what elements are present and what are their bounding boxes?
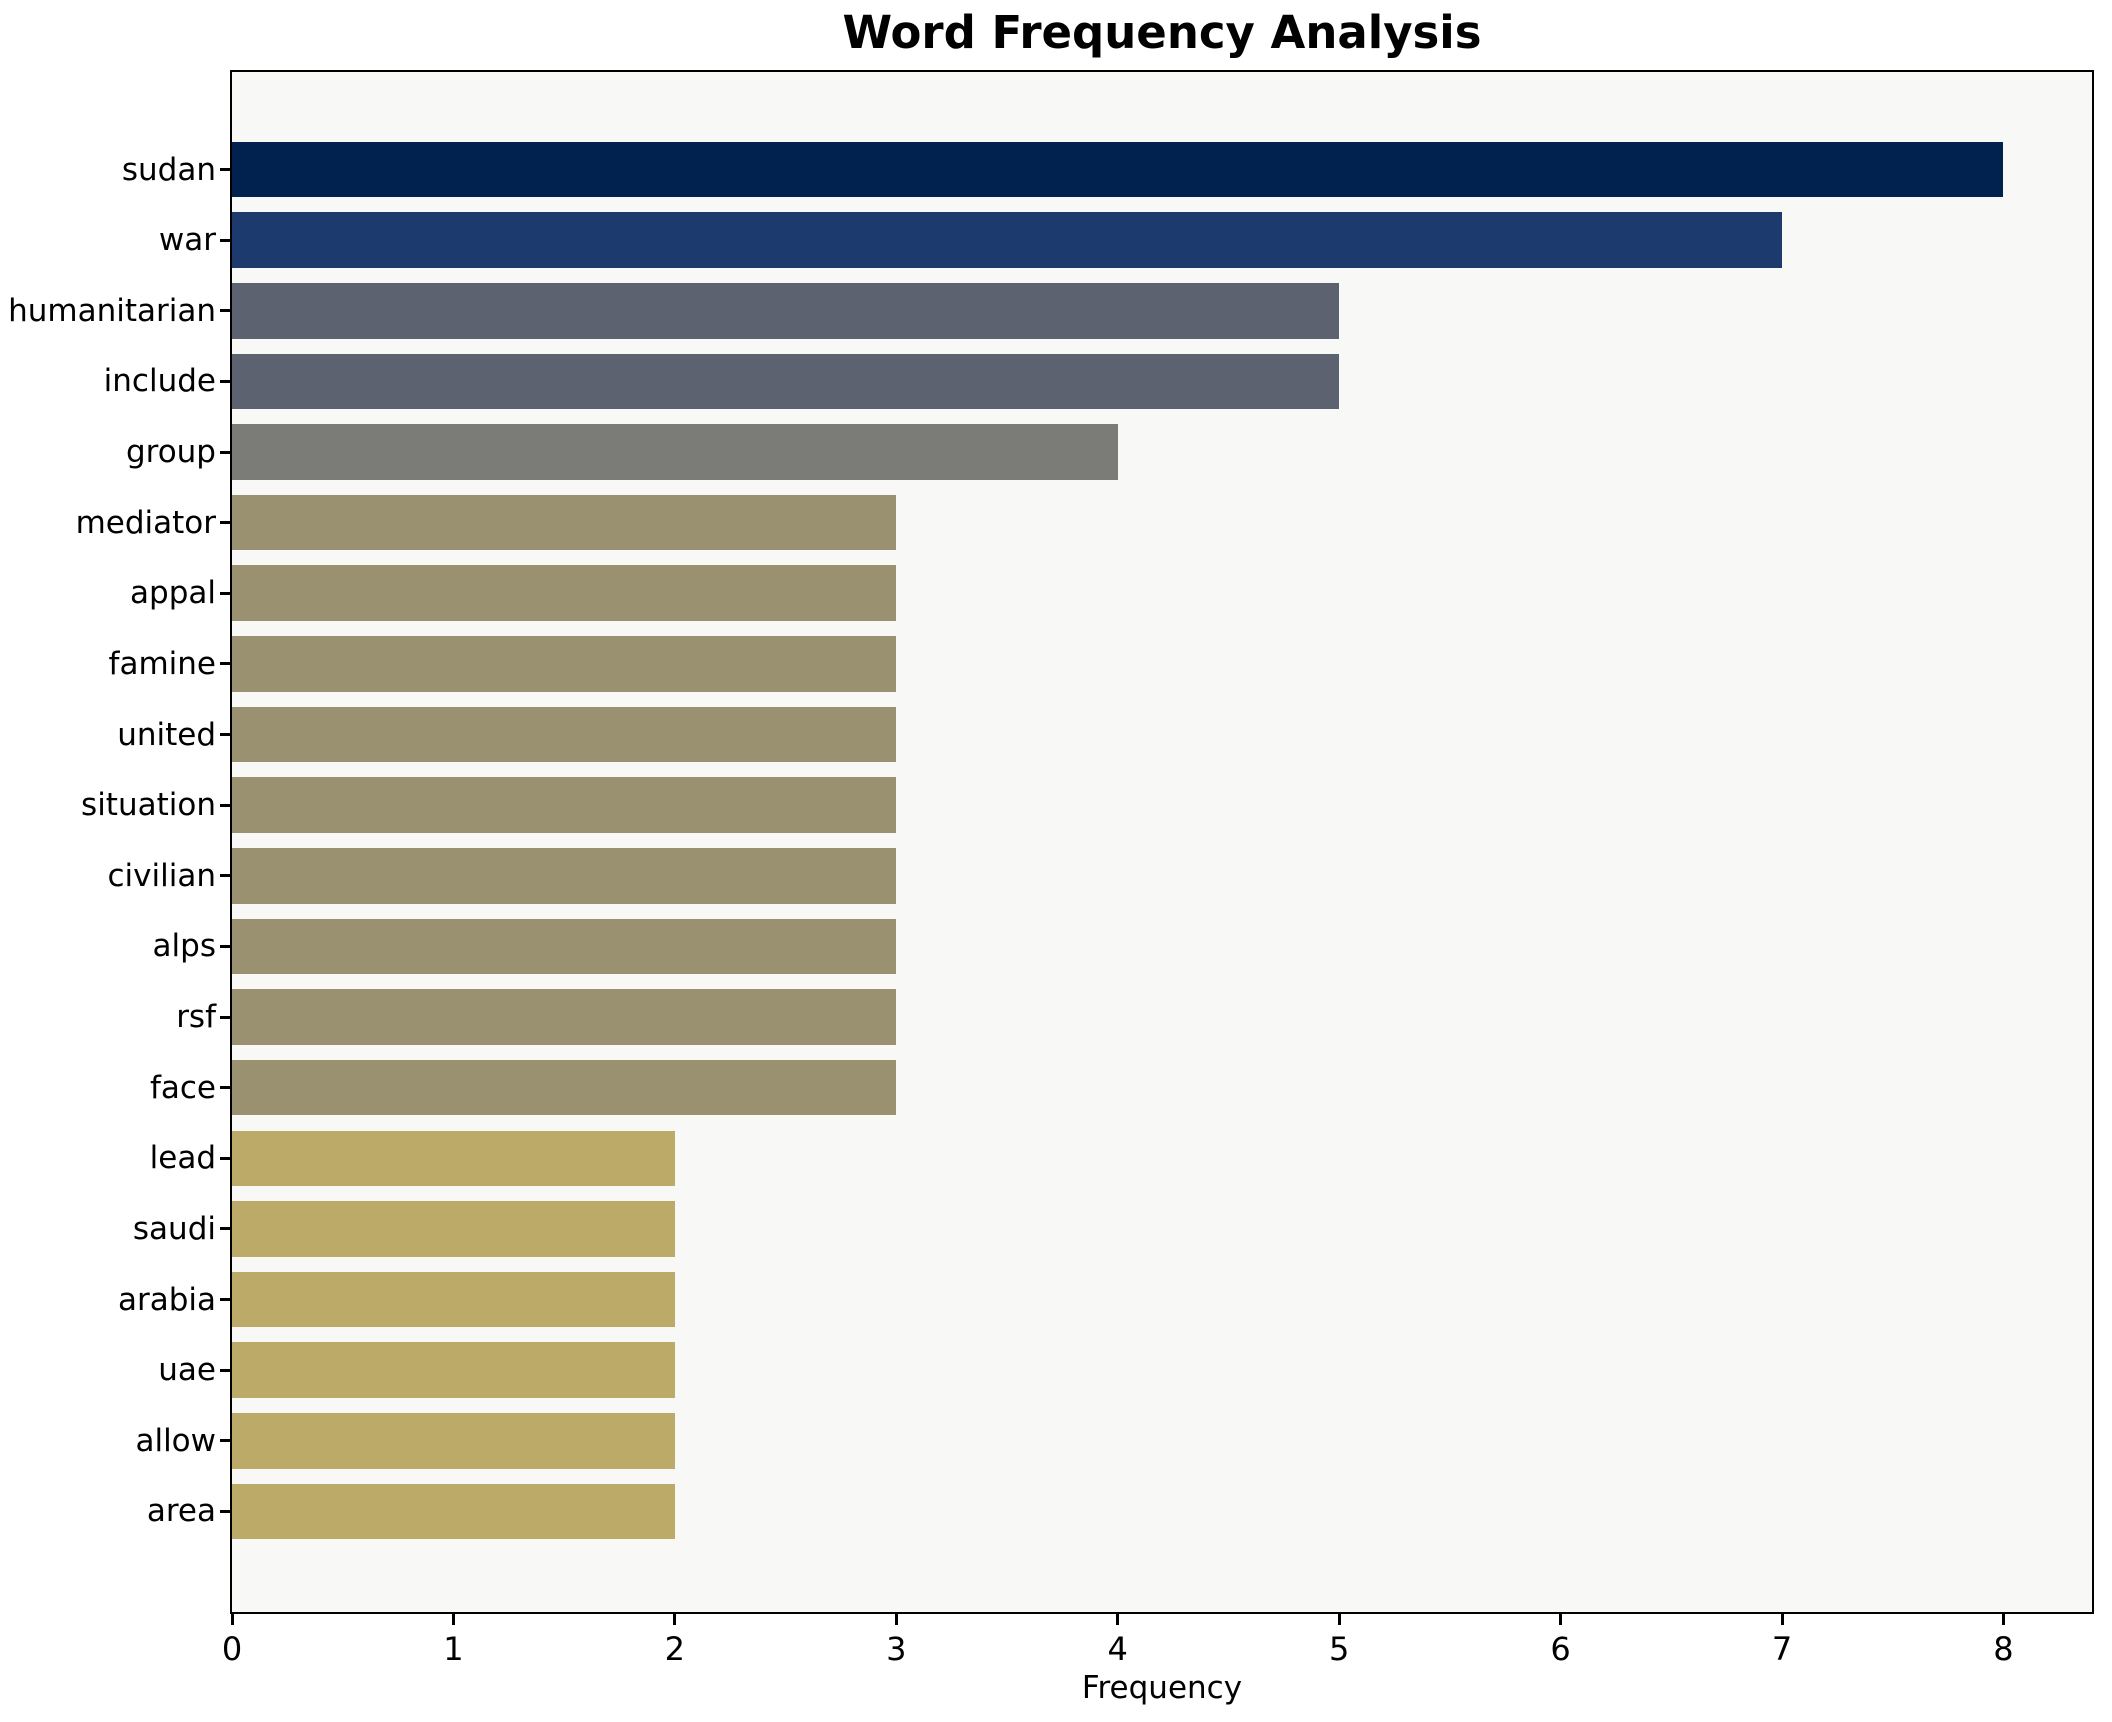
bar-group xyxy=(232,424,1118,480)
x-tick-mark xyxy=(1116,1614,1120,1625)
y-tick-label-war: war xyxy=(158,222,216,259)
x-axis-label: Frequency xyxy=(1081,1670,1243,1706)
bar-arabia xyxy=(232,1271,675,1328)
bar-rsf xyxy=(232,989,897,1045)
y-tick-label-saudi: saudi xyxy=(132,1210,216,1247)
y-tick-label-lead: lead xyxy=(149,1140,216,1177)
bar-appal xyxy=(232,565,897,622)
y-tick-mark xyxy=(220,379,231,383)
y-tick-mark xyxy=(220,1509,231,1513)
x-tick-mark xyxy=(1780,1614,1784,1625)
y-tick-label-group: group xyxy=(125,434,216,471)
y-tick-label-mediator: mediator xyxy=(75,504,216,541)
y-tick-label-civilian: civilian xyxy=(107,857,217,894)
x-tick-label-5: 5 xyxy=(1328,1630,1350,1668)
y-tick-mark xyxy=(220,591,231,595)
y-tick-label-appal: appal xyxy=(130,575,216,612)
bar-alps xyxy=(232,918,897,975)
y-tick-label-arabia: arabia xyxy=(117,1281,216,1318)
y-tick-mark xyxy=(220,874,231,878)
x-tick-mark xyxy=(673,1614,677,1625)
bar-civilian xyxy=(232,848,897,904)
x-tick-label-4: 4 xyxy=(1107,1630,1128,1668)
x-tick-label-2: 2 xyxy=(664,1630,686,1668)
bar-area xyxy=(232,1483,675,1540)
y-tick-mark xyxy=(220,1368,231,1372)
chart-title: Word Frequency Analysis xyxy=(842,6,1482,59)
x-tick-label-7: 7 xyxy=(1771,1630,1793,1668)
bar-united xyxy=(232,706,897,763)
bar-face xyxy=(232,1059,897,1116)
y-tick-mark xyxy=(220,944,231,948)
y-tick-mark xyxy=(220,1439,231,1443)
bar-mediator xyxy=(232,494,897,551)
x-tick-mark xyxy=(1337,1614,1341,1625)
y-tick-label-uae: uae xyxy=(158,1352,216,1389)
bar-sudan xyxy=(232,141,2004,198)
bar-situation xyxy=(232,777,897,833)
bar-saudi xyxy=(232,1201,675,1257)
y-tick-mark xyxy=(220,1227,231,1231)
bar-include xyxy=(232,353,1340,410)
bar-war xyxy=(232,212,1782,268)
bar-humanitarian xyxy=(232,282,1340,339)
x-tick-label-3: 3 xyxy=(886,1630,907,1668)
y-tick-label-sudan: sudan xyxy=(121,151,216,188)
bar-lead xyxy=(232,1130,675,1187)
x-tick-mark xyxy=(230,1614,234,1625)
y-tick-mark xyxy=(220,309,231,313)
y-tick-mark xyxy=(220,1156,231,1160)
x-tick-label-8: 8 xyxy=(1993,1630,2014,1668)
y-tick-label-include: include xyxy=(103,363,216,400)
x-tick-mark xyxy=(2001,1614,2005,1625)
y-tick-mark xyxy=(220,803,231,807)
bar-allow xyxy=(232,1413,675,1469)
y-tick-label-alps: alps xyxy=(152,928,216,965)
x-tick-mark xyxy=(894,1614,898,1625)
y-tick-mark xyxy=(220,1086,231,1090)
y-tick-mark xyxy=(220,1015,231,1019)
y-tick-mark xyxy=(220,450,231,454)
y-tick-mark xyxy=(220,1298,231,1302)
y-tick-mark xyxy=(220,733,231,737)
x-tick-mark xyxy=(1559,1614,1563,1625)
y-tick-label-area: area xyxy=(146,1493,216,1530)
y-tick-label-allow: allow xyxy=(135,1422,216,1459)
y-tick-label-face: face xyxy=(149,1069,216,1106)
x-tick-label-0: 0 xyxy=(221,1630,243,1668)
bar-uae xyxy=(232,1342,675,1398)
y-tick-mark xyxy=(220,168,231,171)
x-tick-label-1: 1 xyxy=(443,1630,464,1668)
x-tick-mark xyxy=(451,1614,455,1625)
y-tick-mark xyxy=(220,662,231,666)
bar-famine xyxy=(232,636,897,692)
y-tick-label-united: united xyxy=(117,716,216,753)
x-tick-label-6: 6 xyxy=(1550,1630,1571,1668)
y-tick-label-rsf: rsf xyxy=(176,999,216,1036)
y-tick-label-famine: famine xyxy=(108,645,216,682)
y-tick-mark xyxy=(220,521,231,525)
y-tick-mark xyxy=(220,238,231,242)
y-tick-label-humanitarian: humanitarian xyxy=(8,292,216,329)
y-tick-label-situation: situation xyxy=(81,787,216,824)
